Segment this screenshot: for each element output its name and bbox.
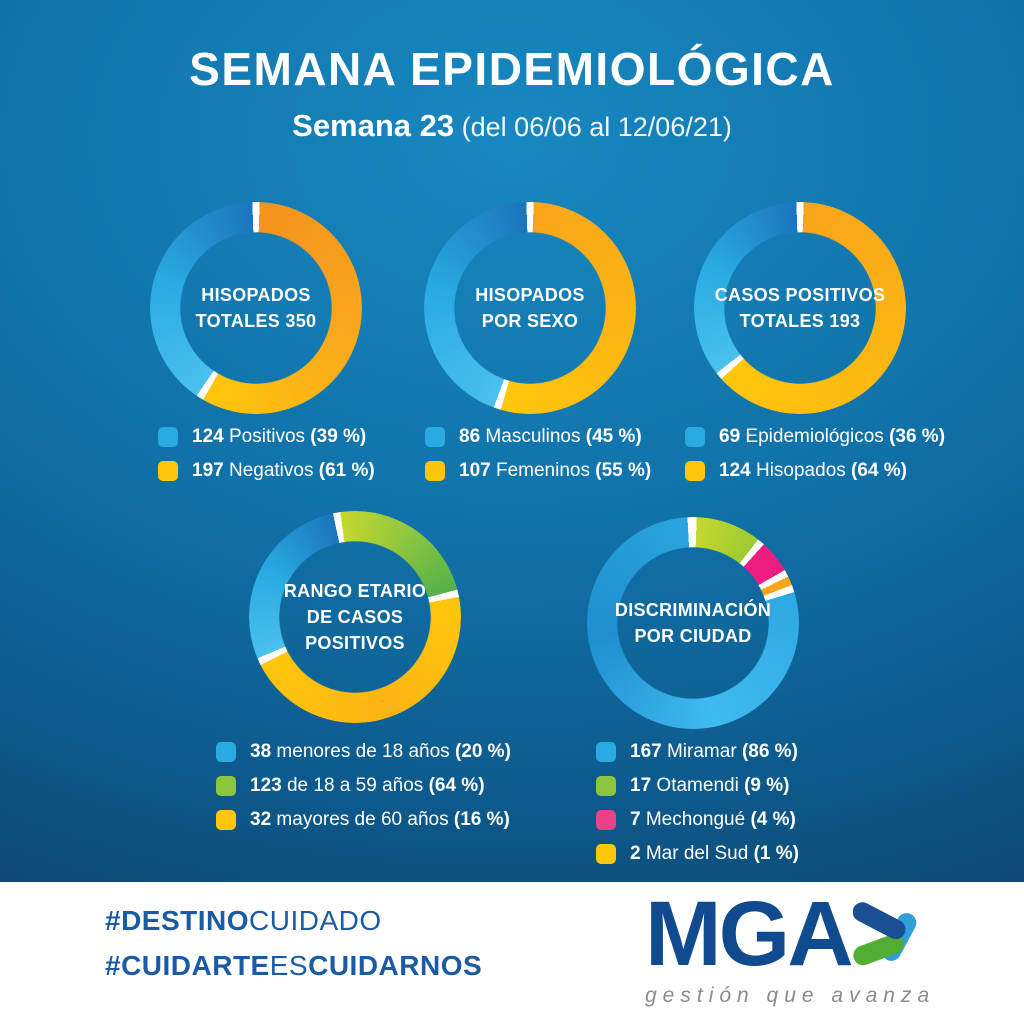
legend-label: 86 Masculinos (45 %) [459, 426, 642, 447]
donut-chart-hisopados-sexo: HISOPADOS POR SEXO [424, 202, 636, 414]
legend-swatch [596, 742, 616, 762]
legend-item: 197 Negativos (61 %) [158, 454, 375, 488]
legend-label: 7 Mechongué (4 %) [630, 809, 796, 830]
donut-ring [150, 202, 362, 414]
page-title: SEMANA EPIDEMIOLÓGICA [189, 43, 835, 95]
donut-center-label: RANGO ETARIO DE CASOS POSITIVOS [283, 580, 427, 654]
donut-center-label: CASOS POSITIVOS TOTALES 193 [714, 284, 886, 331]
legend-hisopados-sexo: 86 Masculinos (45 %) 107 Femeninos (55 %… [425, 420, 651, 488]
donut-chart-rango-etario: RANGO ETARIO DE CASOS POSITIVOS [249, 511, 461, 723]
legend-swatch [596, 776, 616, 796]
legend-label: 124 Hisopados (64 %) [719, 460, 908, 481]
legend-swatch [685, 427, 705, 447]
legend-label: 123 de 18 a 59 años (64 %) [250, 775, 485, 796]
legend-swatch [216, 810, 236, 830]
legend-swatch [596, 844, 616, 864]
page-subtitle: Semana 23 (del 06/06 al 12/06/21) [0, 108, 1024, 144]
donut-chart-casos-positivos: CASOS POSITIVOS TOTALES 193 [694, 202, 906, 414]
hashtag-light-part: CUIDADO [249, 905, 382, 936]
legend-label: 197 Negativos (61 %) [192, 460, 375, 481]
legend-item: 124 Hisopados (64 %) [685, 454, 945, 488]
legend-label: 32 mayores de 60 años (16 %) [250, 809, 510, 830]
legend-swatch [596, 810, 616, 830]
legend-casos-positivos: 69 Epidemiológicos (36 %) 124 Hisopados … [685, 420, 945, 488]
footer-hashtags: #DESTINOCUIDADO #CUIDARTEESCUIDARNOS [105, 905, 482, 995]
legend-swatch [158, 461, 178, 481]
donut-ring [249, 511, 461, 723]
legend-item: 32 mayores de 60 años (16 %) [216, 803, 511, 837]
donut-chart-hisopados-totales: HISOPADOS TOTALES 350 [150, 202, 362, 414]
legend-item: 86 Masculinos (45 %) [425, 420, 651, 454]
legend-item: 124 Positivos (39 %) [158, 420, 375, 454]
legend-swatch [158, 427, 178, 447]
legend-rango-etario: 38 menores de 18 años (20 %) 123 de 18 a… [216, 735, 511, 837]
legend-label: 69 Epidemiológicos (36 %) [719, 426, 946, 447]
subtitle-date-range: (del 06/06 al 12/06/21) [461, 112, 732, 142]
legend-label: 38 menores de 18 años (20 %) [250, 741, 511, 762]
donut-center-label: HISOPADOS POR SEXO [475, 284, 585, 331]
header: SEMANA EPIDEMIOLÓGICA Semana 23 (del 06/… [0, 42, 1024, 144]
legend-item: 2 Mar del Sud (1 %) [596, 837, 799, 871]
legend-item: 123 de 18 a 59 años (64 %) [216, 769, 511, 803]
mga-logo-text: MGA [645, 883, 854, 985]
legend-swatch [425, 461, 445, 481]
hashtag-cuidarte-es-cuidarnos: #CUIDARTEESCUIDARNOS [105, 950, 482, 995]
legend-item: 167 Miramar (86 %) [596, 735, 799, 769]
hashtag-bold-part: CUIDARNOS [308, 950, 483, 981]
hashtag-destino-cuidado: #DESTINOCUIDADO [105, 905, 482, 950]
legend-item: 38 menores de 18 años (20 %) [216, 735, 511, 769]
legend-hisopados-totales: 124 Positivos (39 %) 197 Negativos (61 %… [158, 420, 375, 488]
donut-center-label: HISOPADOS TOTALES 350 [195, 284, 317, 331]
donut-chart-discriminacion-ciudad: DISCRIMINACIÓN POR CIUDAD [587, 517, 799, 729]
hashtag-light-part: ES [269, 950, 309, 981]
legend-item: 7 Mechongué (4 %) [596, 803, 799, 837]
hashtag-bold-part: #DESTINO [105, 905, 250, 936]
legend-label: 124 Positivos (39 %) [192, 426, 367, 447]
legend-label: 167 Miramar (86 %) [630, 741, 798, 762]
donut-ring [694, 202, 906, 414]
subtitle-week: Semana 23 [292, 108, 455, 143]
legend-swatch [685, 461, 705, 481]
legend-item: 17 Otamendi (9 %) [596, 769, 799, 803]
mga-tagline: gestión que avanza [645, 984, 936, 1007]
legend-label: 2 Mar del Sud (1 %) [630, 843, 799, 864]
legend-label: 17 Otamendi (9 %) [630, 775, 790, 796]
donut-ring [587, 517, 799, 729]
donut-ring [424, 202, 636, 414]
mga-logo: MGA gestión que avanza [645, 883, 936, 1008]
legend-item: 69 Epidemiológicos (36 %) [685, 420, 945, 454]
legend-item: 107 Femeninos (55 %) [425, 454, 651, 488]
donut-center-label: DISCRIMINACIÓN POR CIUDAD [614, 599, 772, 646]
legend-swatch [216, 776, 236, 796]
hashtag-bold-part: #CUIDARTE [105, 950, 270, 981]
legend-swatch [216, 742, 236, 762]
legend-discriminacion-ciudad: 167 Miramar (86 %) 17 Otamendi (9 %) 7 M… [596, 735, 799, 871]
legend-label: 107 Femeninos (55 %) [459, 460, 652, 481]
legend-swatch [425, 427, 445, 447]
mga-arrow-icon [852, 902, 916, 966]
